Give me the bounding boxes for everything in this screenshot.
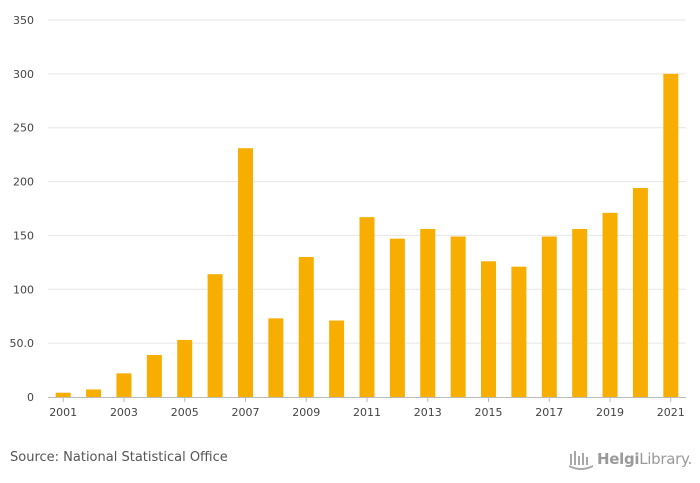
x-axis-tick-labels: 2001 2003 2005 2007 2009 2011 2013 2015 2017 2019… (49, 397, 685, 419)
bar-2021 (663, 73, 679, 398)
x-tick-label-2001: 2001 (49, 406, 77, 419)
y-tick-label-200: 200 (13, 176, 34, 189)
y-axis-tick-labels: 0 50.0 100 150 200 250 300 350 (10, 14, 35, 404)
bar-2016 (511, 266, 527, 397)
x-tick-label-2013: 2013 (414, 406, 442, 419)
x-tick-label-2009: 2009 (292, 406, 320, 419)
bar-2013 (420, 228, 436, 397)
bar-chart: 0 50.0 100 150 200 250 300 350 2001 2003 2005 2007… (10, 14, 686, 419)
bar-2006 (207, 274, 223, 397)
bar-2008 (268, 318, 284, 397)
bar-2001 (55, 392, 71, 397)
logo-wordmark: HelgiLibrary. (597, 450, 692, 468)
x-tick-label-2011: 2011 (353, 406, 381, 419)
bar-2010 (329, 320, 345, 397)
bar-2017 (541, 236, 557, 397)
bar-2007 (237, 148, 253, 397)
bar-2015 (481, 261, 497, 397)
y-tick-label-150: 150 (13, 229, 34, 242)
y-tick-label-50.0: 50.0 (10, 337, 35, 350)
x-tick-label-2005: 2005 (171, 406, 199, 419)
y-tick-label-350: 350 (13, 14, 34, 27)
helgi-library-logo[interactable]: HelgiLibrary. (568, 446, 692, 472)
source-note: Source: National Statistical Office (10, 450, 228, 465)
bar-2012 (389, 238, 405, 397)
x-tick-label-2003: 2003 (110, 406, 138, 419)
x-tick-label-2019: 2019 (596, 406, 624, 419)
bar-2009 (298, 256, 314, 397)
bar-2019 (602, 212, 618, 397)
helgi-library-logo-icon (569, 451, 593, 470)
y-tick-label-300: 300 (13, 68, 34, 81)
bar-2005 (177, 339, 193, 397)
logo-wordmark-bold: Helgi (597, 450, 640, 468)
bars (55, 73, 679, 398)
bar-2020 (632, 188, 648, 397)
bar-2014 (450, 236, 466, 397)
x-tick-label-2015: 2015 (475, 406, 503, 419)
x-tick-label-2017: 2017 (535, 406, 563, 419)
bar-2002 (86, 389, 102, 397)
bar-2003 (116, 373, 132, 397)
bar-2004 (146, 354, 162, 397)
x-tick-label-2021: 2021 (657, 406, 685, 419)
y-tick-label-0: 0 (27, 391, 34, 404)
bar-2011 (359, 217, 375, 397)
bar-2018 (572, 228, 588, 397)
x-tick-label-2007: 2007 (231, 406, 259, 419)
y-tick-label-100: 100 (13, 283, 34, 296)
y-tick-label-250: 250 (13, 122, 34, 135)
logo-wordmark-light: Library. (639, 450, 692, 468)
